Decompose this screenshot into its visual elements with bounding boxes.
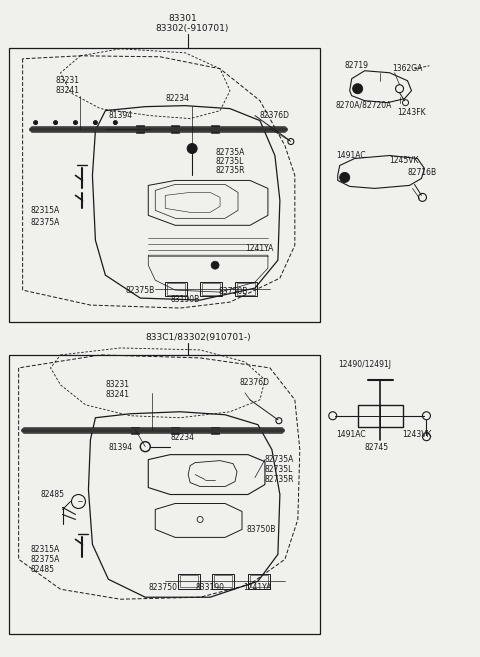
Text: 1243VK: 1243VK <box>403 430 432 439</box>
Bar <box>178 574 200 589</box>
Text: 83231: 83231 <box>56 76 80 85</box>
Text: 82375B: 82375B <box>125 286 155 294</box>
Text: 833C1/83302(910701-): 833C1/83302(910701-) <box>145 334 251 342</box>
Text: 1491AC: 1491AC <box>336 430 365 439</box>
Bar <box>211 426 219 434</box>
Circle shape <box>34 121 37 125</box>
Text: 12490/12491J: 12490/12491J <box>338 361 391 369</box>
Bar <box>171 125 179 133</box>
Bar <box>165 282 187 296</box>
Bar <box>180 576 198 587</box>
Text: 83190B: 83190B <box>170 294 200 304</box>
Bar <box>9 48 320 322</box>
Text: 83241: 83241 <box>56 86 80 95</box>
Text: 82735A: 82735A <box>265 455 294 464</box>
Bar <box>212 574 234 589</box>
Bar <box>132 426 139 434</box>
Text: 1362GA: 1362GA <box>393 64 423 73</box>
Circle shape <box>340 172 350 183</box>
Text: 82735L: 82735L <box>215 157 243 166</box>
Text: 1245VK: 1245VK <box>390 156 419 165</box>
Text: 82234: 82234 <box>165 94 189 103</box>
Text: 1243FK: 1243FK <box>397 108 426 117</box>
Circle shape <box>113 121 117 125</box>
Text: 8270A/82720A: 8270A/82720A <box>336 100 392 109</box>
Text: 82745: 82745 <box>365 443 389 452</box>
Circle shape <box>73 121 77 125</box>
Text: 81394: 81394 <box>108 111 132 120</box>
Bar <box>9 355 320 634</box>
Text: 83231: 83231 <box>106 380 130 390</box>
Text: 82376D: 82376D <box>240 378 270 388</box>
Bar <box>235 282 257 296</box>
Circle shape <box>187 143 197 154</box>
Text: 82315A: 82315A <box>31 206 60 215</box>
Circle shape <box>94 121 97 125</box>
Bar <box>202 283 220 295</box>
Text: 83301: 83301 <box>168 14 197 24</box>
Bar <box>250 576 268 587</box>
Text: 1241YA: 1241YA <box>243 583 271 592</box>
Text: 82375A: 82375A <box>31 218 60 227</box>
Text: 82234: 82234 <box>170 433 194 442</box>
Text: 1491AC: 1491AC <box>336 151 365 160</box>
Text: 82735R: 82735R <box>265 475 294 484</box>
Text: 82716B: 82716B <box>408 168 437 177</box>
Text: 81394: 81394 <box>108 443 132 452</box>
Text: 1241YA: 1241YA <box>245 244 274 253</box>
Bar <box>214 576 232 587</box>
Bar <box>200 282 222 296</box>
Text: 833190: 833190 <box>195 583 224 592</box>
Text: 83241: 83241 <box>106 390 130 399</box>
Text: 82376D: 82376D <box>260 111 290 120</box>
Text: 82485: 82485 <box>41 490 65 499</box>
Text: 82735L: 82735L <box>265 465 293 474</box>
Text: 82719: 82719 <box>345 61 369 70</box>
Bar <box>171 426 179 434</box>
Bar <box>136 125 144 133</box>
Text: 823750: 823750 <box>148 583 177 592</box>
Bar <box>358 405 403 426</box>
Circle shape <box>353 83 363 94</box>
Bar <box>211 125 219 133</box>
Text: 82315A: 82315A <box>31 545 60 554</box>
Text: 82485: 82485 <box>31 565 55 574</box>
Bar <box>248 574 270 589</box>
Bar <box>237 283 255 295</box>
Text: 82735A: 82735A <box>215 148 244 157</box>
Text: 83750B: 83750B <box>218 286 247 296</box>
Text: 82735R: 82735R <box>215 166 245 175</box>
Text: 83750B: 83750B <box>247 525 276 534</box>
Text: 83302(-910701): 83302(-910701) <box>155 24 228 34</box>
Bar <box>167 283 185 295</box>
Text: 82375A: 82375A <box>31 555 60 564</box>
Circle shape <box>211 261 219 269</box>
Circle shape <box>54 121 58 125</box>
